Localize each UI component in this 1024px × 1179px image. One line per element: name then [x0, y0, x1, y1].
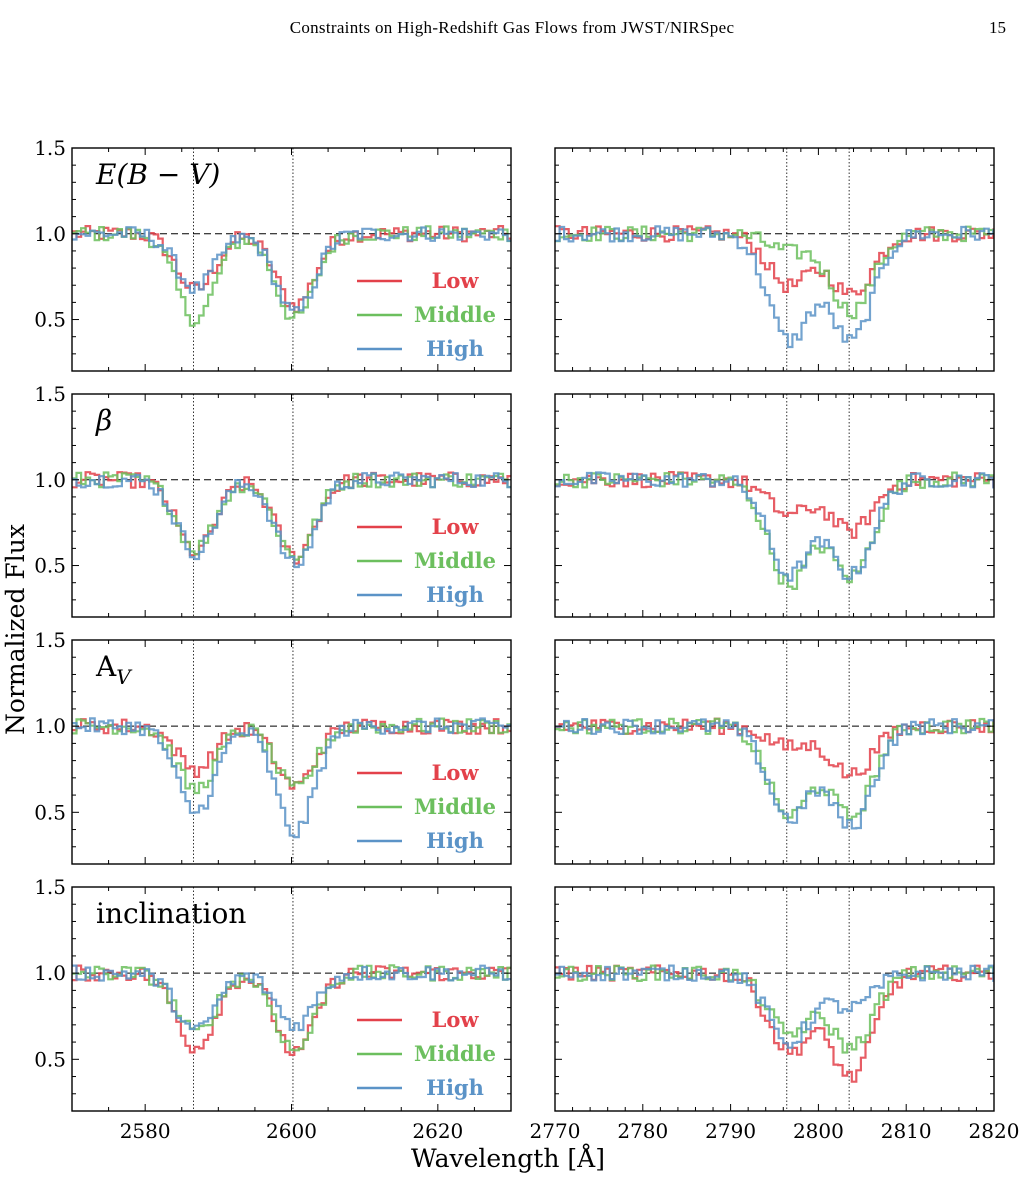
legend-label-low: Low — [432, 1007, 480, 1032]
panel-row2-right — [554, 393, 995, 618]
y-tick-label: 0.5 — [34, 554, 66, 578]
y-tick-label: 1.0 — [34, 714, 66, 738]
spectrum-high-row3-left — [72, 717, 511, 839]
legend-label-high: High — [426, 1075, 484, 1100]
x-tick-label: 2620 — [412, 1119, 463, 1143]
legend-label-low: Low — [432, 514, 480, 539]
x-tick-label: 2800 — [793, 1119, 844, 1143]
spectrum-low-row2-right — [555, 471, 994, 539]
x-tick-label: 2820 — [969, 1119, 1020, 1143]
panel-row2-left: 0.5 1.0 1.5 β Low Middle High — [34, 382, 512, 618]
row-label-a: A — [95, 650, 117, 683]
x-tick-label: 2770 — [530, 1119, 581, 1143]
row-label: β — [95, 404, 112, 437]
y-tick-label: 1.5 — [34, 136, 66, 160]
spectrum-low-row3-right — [555, 717, 994, 779]
x-tick-label: 2600 — [266, 1119, 317, 1143]
panel-row1-right — [554, 147, 995, 372]
running-head: Constraints on High-Redshift Gas Flows f… — [0, 0, 1024, 60]
y-tick-label: 1.5 — [34, 628, 66, 652]
legend-label-low: Low — [432, 760, 480, 785]
x-tick-label: 2810 — [881, 1119, 932, 1143]
y-axis-label: Normalized Flux — [1, 524, 30, 735]
x-tick-label: 2780 — [617, 1119, 668, 1143]
spectrum-high-row4-right — [555, 964, 994, 1049]
x-tick-label: 2580 — [120, 1119, 171, 1143]
y-tick-label: 1.0 — [34, 961, 66, 985]
panel-row3-left: 0.5 1.0 1.5 AV Low Middle High — [34, 628, 512, 865]
x-tick-label: 2790 — [705, 1119, 756, 1143]
y-tick-label: 0.5 — [34, 1047, 66, 1071]
spectrum-middle-row2-right — [555, 471, 994, 590]
y-tick-label: 1.0 — [34, 222, 66, 246]
y-tick-label: 0.5 — [34, 800, 66, 824]
panel-row4-right: 2770 2780 2790 2800 2810 2820 — [530, 886, 1020, 1143]
panel-row1-left: 0.5 1.0 1.5 E(B − V) Low Middle High — [34, 136, 512, 372]
spectrum-high-row1-right — [555, 225, 994, 349]
page-number: 15 — [989, 18, 1006, 37]
legend-label-high: High — [426, 828, 484, 853]
legend-label-middle: Middle — [414, 1041, 496, 1066]
legend-label-high: High — [426, 582, 484, 607]
spectrum-high-row4-left — [72, 964, 511, 1032]
row-label: inclination — [96, 897, 246, 930]
row-label-sub: V — [116, 665, 133, 689]
panel-frame — [554, 393, 995, 618]
row-label: AV — [95, 650, 133, 689]
legend-label-high: High — [426, 336, 484, 361]
legend-label-middle: Middle — [414, 302, 496, 327]
spectrum-high-row2-right — [555, 471, 994, 582]
spectrum-high-row2-left — [72, 471, 511, 569]
panel-row3-right — [554, 639, 995, 865]
legend-label-low: Low — [432, 268, 480, 293]
legend-label-middle: Middle — [414, 794, 496, 819]
y-tick-label: 1.5 — [34, 382, 66, 406]
panel-row4-left: 0.5 1.0 1.5 inclination Low Middle High 2580 260… — [34, 875, 512, 1143]
y-tick-label: 1.5 — [34, 875, 66, 899]
legend-label-middle: Middle — [414, 548, 496, 573]
row-label: E(B − V) — [95, 158, 220, 191]
spectrum-high-row1-left — [72, 226, 511, 312]
x-axis-label: Wavelength [Å] — [411, 1143, 605, 1173]
spectrum-high-row3-right — [555, 718, 994, 830]
panel-frame — [554, 639, 995, 865]
panel-frame — [554, 147, 995, 372]
panel-frame — [554, 886, 995, 1112]
y-tick-label: 1.0 — [34, 468, 66, 492]
running-head-title: Constraints on High-Redshift Gas Flows f… — [289, 18, 735, 37]
y-tick-label: 0.5 — [34, 308, 66, 332]
spectrum-middle-row1-right — [555, 225, 994, 320]
